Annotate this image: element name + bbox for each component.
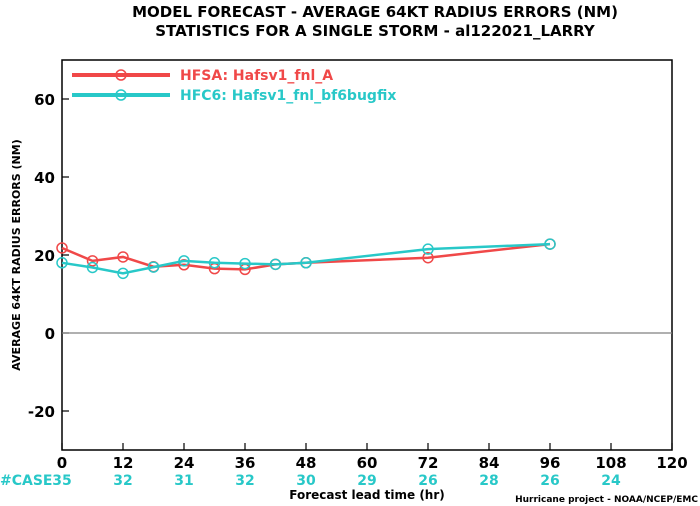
legend-label: HFSA: Hafsv1_fnl_A: [180, 68, 333, 84]
case-count: 29: [357, 473, 376, 489]
series-1-point: [422, 251, 434, 264]
x-tick-label: 24: [174, 454, 195, 472]
series-2-point: [422, 243, 434, 255]
case-count: 35: [52, 473, 71, 489]
series-2-point: [178, 255, 190, 267]
series-layer: [56, 238, 556, 280]
y-tick-label: 40: [34, 169, 55, 187]
case-count: 32: [235, 473, 254, 489]
case-label: #CASE: [0, 473, 53, 489]
y-tick-label: 60: [34, 91, 55, 109]
series-2-point: [208, 257, 221, 269]
series-1-point: [86, 255, 99, 267]
y-axis: -20 0 20 40 60: [28, 91, 69, 421]
x-tick-label: 96: [540, 454, 561, 472]
case-count: 26: [418, 473, 437, 489]
x-tick-label: 0: [57, 454, 67, 472]
case-count: 31: [174, 473, 193, 489]
series-1-point: [117, 251, 129, 263]
series-2-point: [117, 267, 129, 280]
x-tick-label: 120: [656, 454, 687, 472]
y-tick-label: 0: [45, 325, 55, 343]
chart-title-line1: MODEL FORECAST - AVERAGE 64KT RADIUS ERR…: [132, 3, 618, 21]
x-axis-label: Forecast lead time (hr): [289, 488, 445, 502]
series-2-point: [239, 257, 251, 270]
x-tick-label: 108: [595, 454, 626, 472]
case-count: 26: [540, 473, 559, 489]
legend-marker: [115, 69, 127, 81]
legend: HFSA: Hafsv1_fnl_A HFC6: Hafsv1_fnl_bf6bu…: [72, 68, 396, 104]
y-tick-label: -20: [28, 403, 55, 421]
x-tick-label: 84: [479, 454, 500, 472]
case-count: 24: [601, 473, 621, 489]
y-tick-label: 20: [34, 247, 55, 265]
series-2-point: [269, 258, 282, 271]
legend-marker: [115, 89, 127, 101]
x-tick-label: 60: [357, 454, 378, 472]
case-count: 28: [479, 473, 498, 489]
x-tick-label: 12: [113, 454, 134, 472]
series-2-point: [300, 257, 312, 269]
series-2-point: [56, 257, 68, 269]
x-tick-label: 48: [296, 454, 317, 472]
chart-title-line2: STATISTICS FOR A SINGLE STORM - al122021…: [155, 22, 596, 40]
series-2-point: [544, 238, 556, 250]
series-2-point: [86, 261, 99, 274]
x-tick-label: 72: [418, 454, 439, 472]
case-count: 30: [296, 473, 316, 489]
y-axis-label: AVERAGE 64KT RADIUS ERRORS (NM): [10, 139, 23, 370]
series-2-point: [147, 261, 160, 273]
x-axis: 0 12 24 36 48 60 72 84 96 108 120: [57, 443, 688, 472]
credit-text: Hurricane project - NOAA/NCEP/EMC: [515, 495, 698, 505]
x-tick-label: 36: [235, 454, 256, 472]
series-1-point: [56, 242, 68, 254]
case-counts: 35 32 31 32 30 29 26 28 26 24: [52, 473, 621, 489]
case-count: 32: [113, 473, 132, 489]
series-line-2: [61, 242, 551, 275]
series-line-1: [61, 242, 551, 271]
legend-label: HFC6: Hafsv1_fnl_bf6bugfix: [180, 88, 396, 104]
